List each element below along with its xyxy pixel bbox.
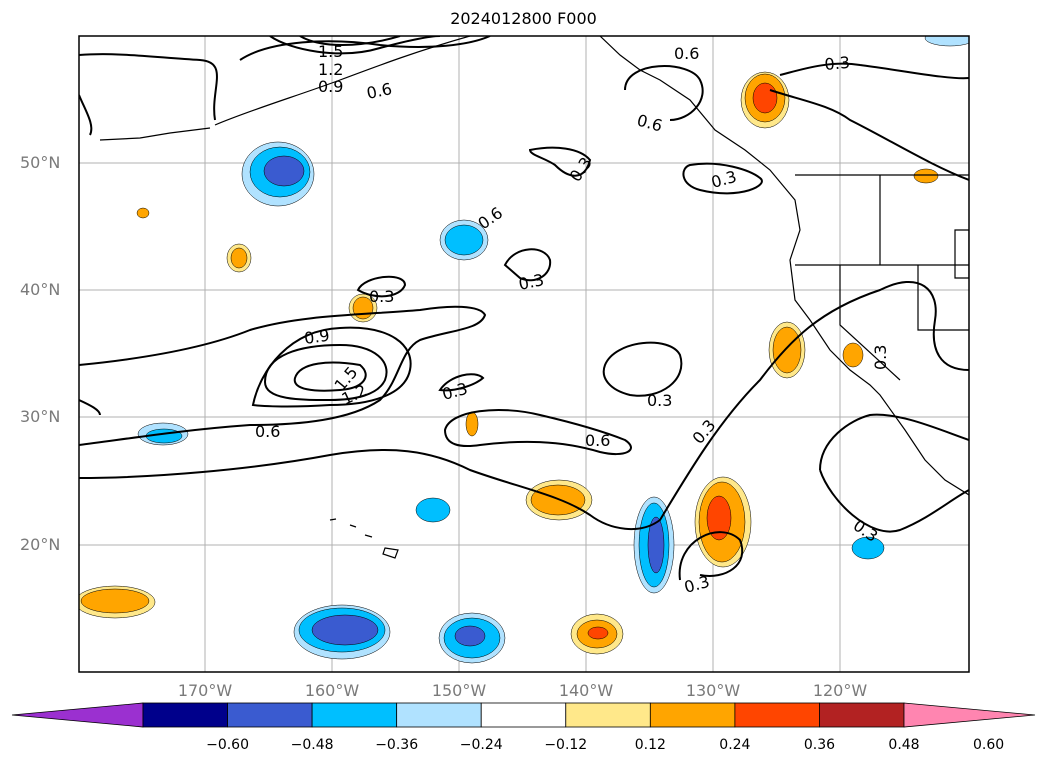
lat-label: 50°N	[20, 153, 61, 172]
contour-label: 0.3	[647, 391, 672, 410]
lon-label: 170°W	[177, 681, 233, 700]
coastlines	[99, 36, 969, 559]
shaded-anomalies	[79, 36, 969, 664]
colorbar-tick-label: 0.12	[634, 737, 666, 753]
lat-label: 40°N	[20, 280, 61, 299]
contour-label: 0.3	[824, 53, 851, 74]
colorbar-box	[734, 702, 820, 728]
contour-label: 0.6	[674, 44, 699, 63]
contour-label: 0.3	[369, 287, 394, 306]
chart-title: 2024012800 F000	[450, 9, 597, 28]
colorbar-box	[565, 702, 651, 728]
colorbar-tick-label: 0.36	[803, 737, 836, 753]
colorbar	[11, 702, 1036, 728]
gridlines	[79, 36, 969, 672]
colorbar-box	[819, 702, 905, 728]
plot-frame	[78, 35, 970, 673]
colorbar-box	[227, 702, 313, 728]
colorbar-tick-label: −0.12	[544, 737, 588, 753]
colorbar-tick-label: −0.48	[290, 737, 334, 753]
contour-label: 0.6	[585, 431, 610, 450]
contour-label: 0.9	[318, 77, 343, 96]
contour-lines	[79, 36, 969, 581]
colorbar-boxes	[142, 702, 905, 728]
colorbar-box	[142, 702, 228, 728]
colorbar-tick-label: 0.24	[719, 737, 751, 753]
colorbar-box	[480, 702, 567, 728]
lat-label: 20°N	[20, 535, 61, 554]
lon-label: 140°W	[558, 681, 614, 700]
contour-label: 0.9	[303, 326, 331, 348]
contour-label: 1.2	[318, 60, 343, 79]
colorbar-box	[396, 702, 482, 728]
lat-label: 30°N	[20, 407, 61, 426]
colorbar-tick-label: −0.24	[459, 737, 503, 753]
contour-label: 0.6	[365, 79, 394, 103]
colorbar-over-arrow	[903, 702, 1036, 728]
colorbar-tick-label: −0.36	[375, 737, 419, 753]
contour-label: 0.6	[255, 422, 280, 441]
lon-label: 160°W	[304, 681, 360, 700]
lon-label: 120°W	[812, 681, 868, 700]
colorbar-tick-label: 0.60	[972, 737, 1005, 753]
lon-label: 130°W	[685, 681, 741, 700]
contour-label: 0.3	[517, 270, 546, 294]
colorbar-box	[311, 702, 398, 728]
lon-label: 150°W	[431, 681, 487, 700]
colorbar-tick-label: 0.48	[888, 737, 920, 753]
colorbar-tick-label: −0.60	[206, 737, 249, 753]
colorbar-under-arrow	[11, 702, 144, 728]
colorbar-box	[649, 702, 736, 728]
contour-label: 0.3	[871, 345, 890, 370]
contour-label: 1.5	[318, 42, 343, 61]
